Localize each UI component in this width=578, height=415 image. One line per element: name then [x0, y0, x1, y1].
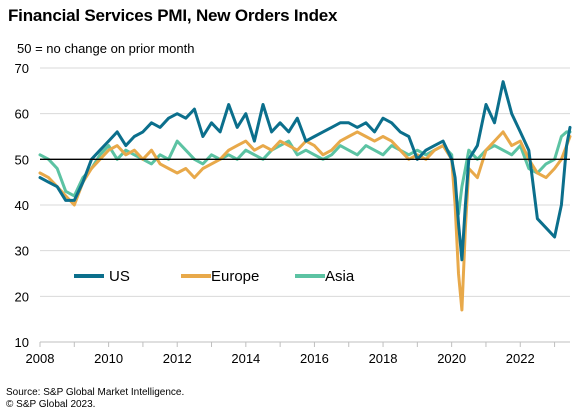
x-tick-label: 2020	[437, 351, 466, 366]
x-tick-label: 2018	[369, 351, 398, 366]
y-tick-label: 10	[15, 335, 29, 350]
x-tick-label: 2010	[94, 351, 123, 366]
chart-subtitle: 50 = no change on prior month	[17, 41, 195, 56]
chart-title: Financial Services PMI, New Orders Index	[8, 6, 338, 25]
y-tick-label: 30	[15, 244, 29, 259]
source-note: Source: S&P Global Market Intelligence.	[6, 387, 185, 398]
legend-label-asia: Asia	[325, 268, 355, 285]
y-tick-label: 70	[15, 61, 29, 76]
legend-label-us: US	[109, 268, 130, 285]
x-tick-label: 2008	[26, 351, 55, 366]
series-line-europe	[38, 130, 572, 312]
x-tick-label: 2016	[300, 351, 329, 366]
series-line-us	[38, 80, 572, 262]
y-tick-label: 20	[15, 289, 29, 304]
x-tick-label: 2012	[163, 351, 192, 366]
legend-label-europe: Europe	[211, 268, 259, 285]
y-tick-label: 40	[15, 198, 29, 213]
y-tick-label: 60	[15, 107, 29, 122]
x-tick-label: 2022	[506, 351, 535, 366]
x-tick-label: 2014	[231, 351, 260, 366]
y-tick-label: 50	[15, 152, 29, 167]
copyright-note: © S&P Global 2023.	[6, 399, 96, 410]
